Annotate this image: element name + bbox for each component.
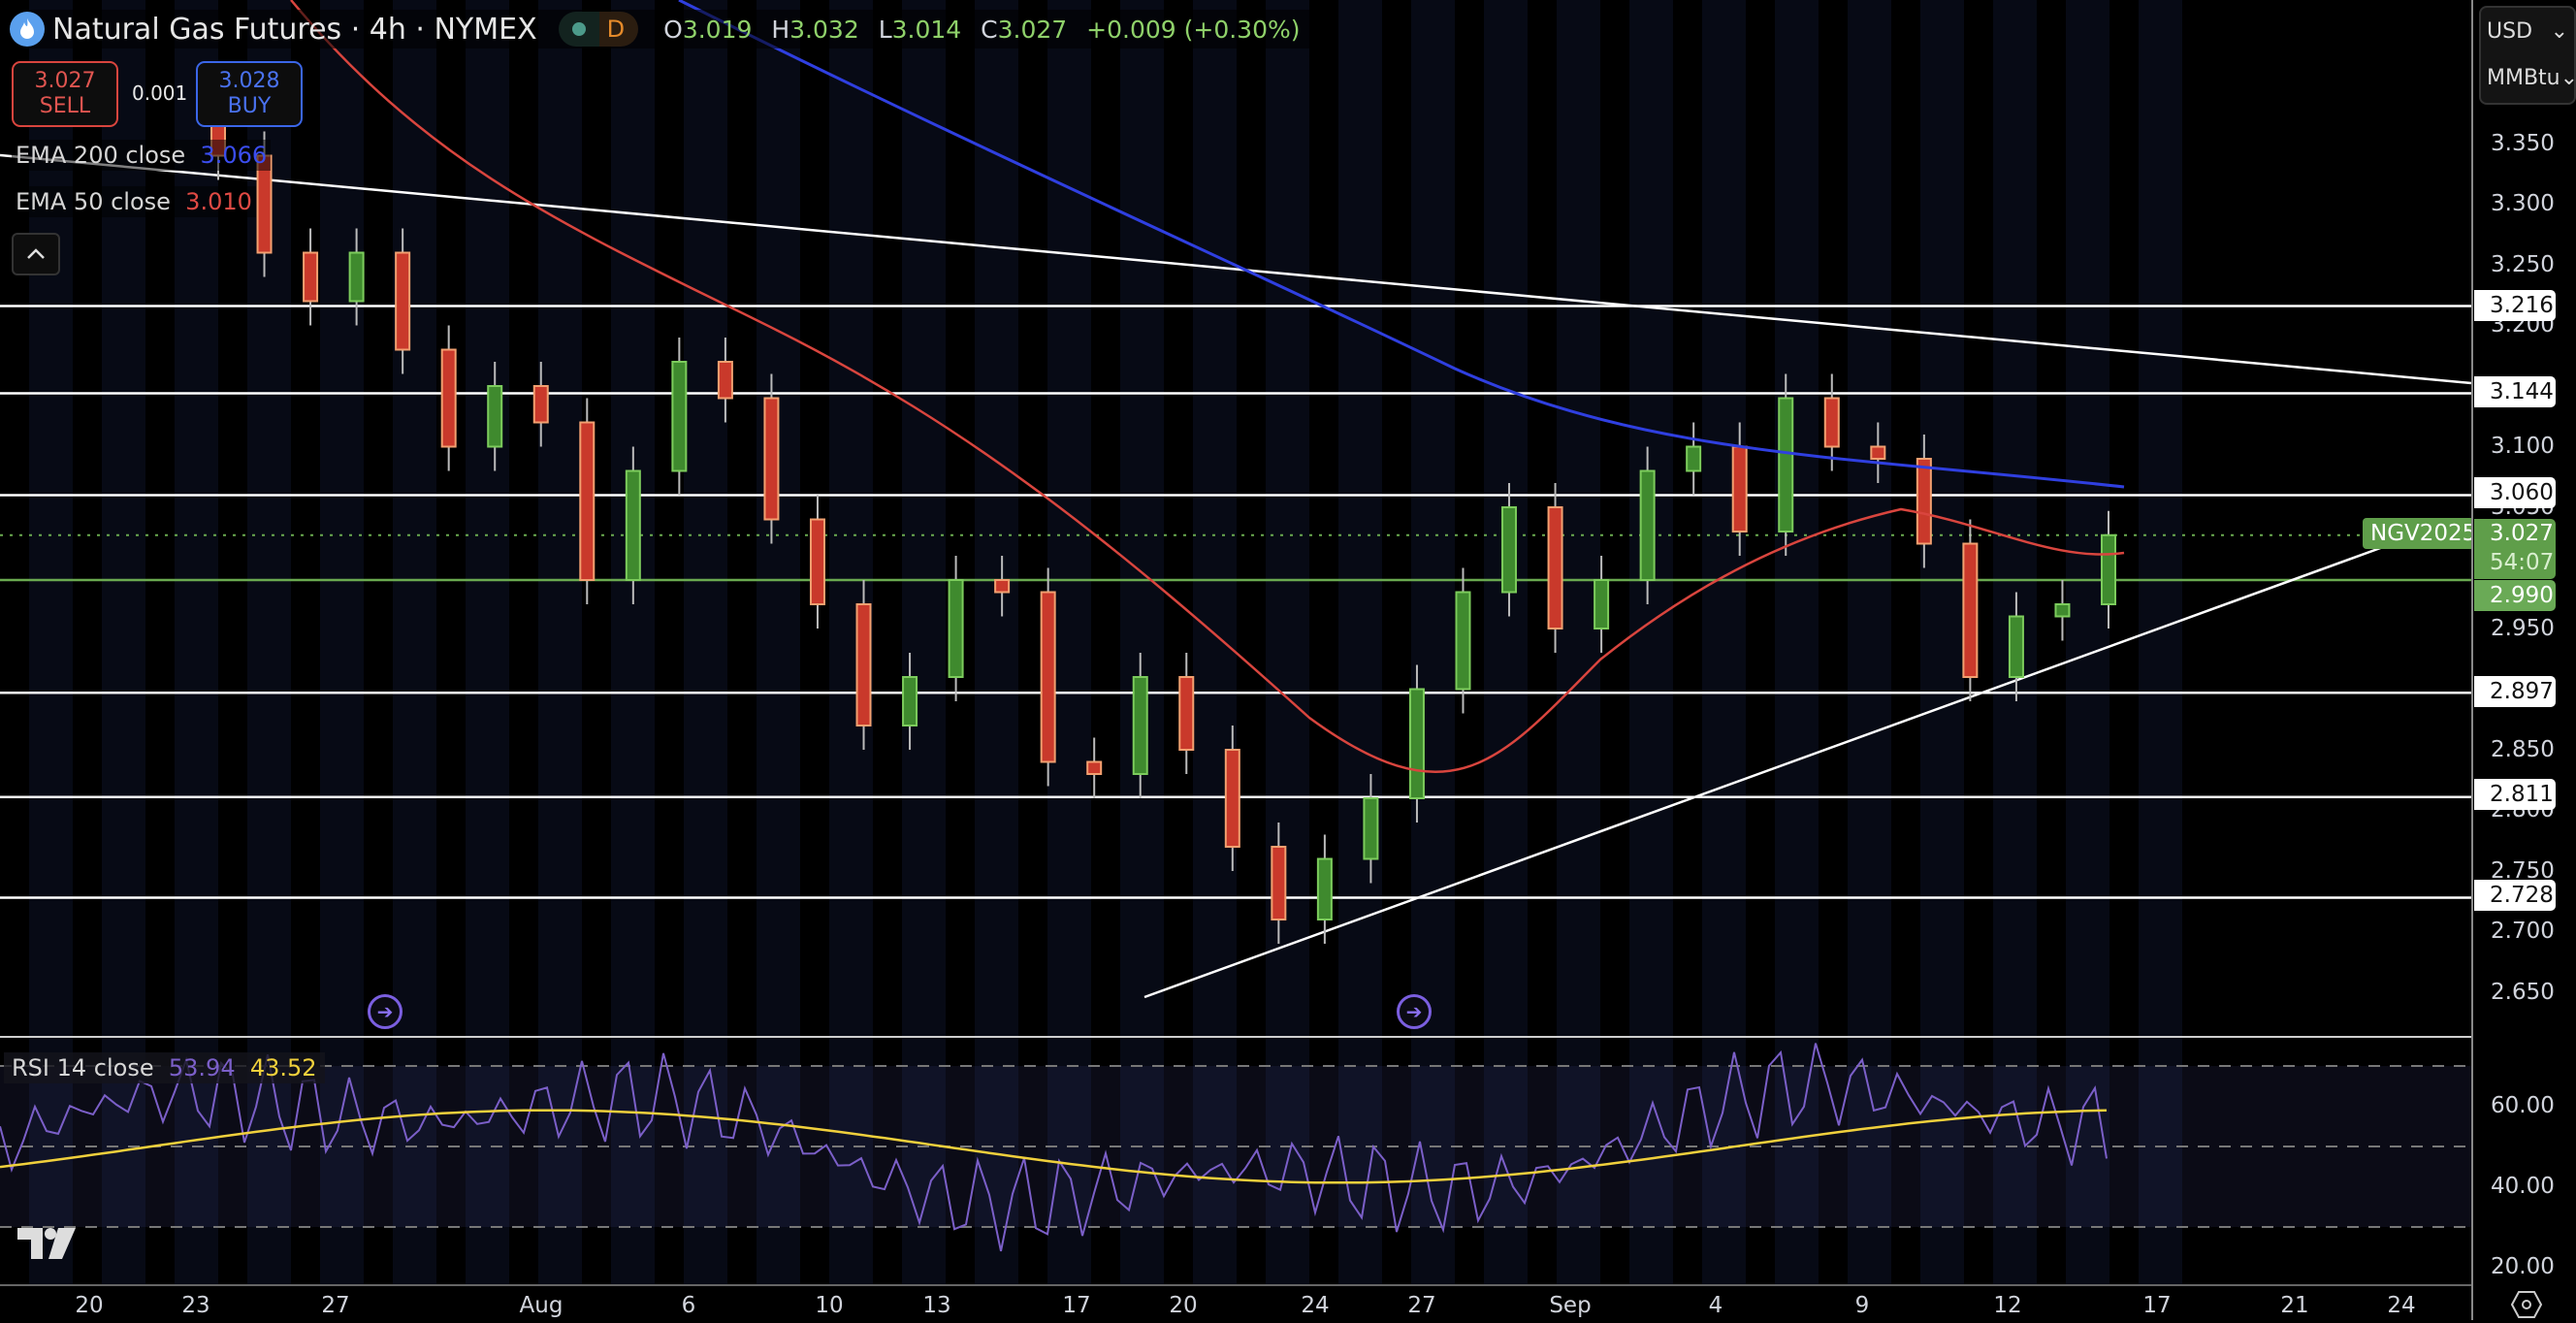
time-tick: 24 [1301, 1293, 1330, 1318]
ema200-legend[interactable]: EMA 200 close 3.066 [12, 140, 272, 171]
price-tick: 3.250 [2491, 252, 2555, 277]
support-tag: 2.990 [2474, 580, 2556, 611]
price-tick: 2.700 [2491, 919, 2555, 944]
rsi-band [0, 1065, 2471, 1228]
tradingview-logo[interactable] [16, 1224, 78, 1265]
unit-dropdown[interactable]: MMBtu ⌄ [2481, 54, 2576, 101]
time-tick: Aug [519, 1293, 564, 1318]
level-tag: 3.216 [2474, 290, 2556, 321]
rsi-tick: 60.00 [2491, 1093, 2555, 1118]
chevron-down-icon: ⌄ [2560, 65, 2576, 90]
time-tick: 27 [321, 1293, 350, 1318]
price-tick: 2.950 [2491, 616, 2555, 641]
time-tick: Sep [1549, 1293, 1592, 1318]
price-tick: 2.750 [2491, 858, 2555, 884]
candles [210, 82, 2116, 944]
time-tick: 20 [75, 1293, 104, 1318]
chevron-down-icon: ⌄ [2550, 18, 2568, 44]
market-status-badge[interactable]: D [558, 12, 639, 47]
price-tick: 3.100 [2491, 434, 2555, 459]
symbol-legend: Natural Gas Futures · 4h · NYMEX D O3.01… [10, 10, 1324, 48]
time-tick: 23 [181, 1293, 210, 1318]
time-tick: 13 [922, 1293, 951, 1318]
buy-button[interactable]: 3.028 BUY [196, 61, 303, 127]
time-tick: 6 [681, 1293, 696, 1318]
price-tick: 3.300 [2491, 191, 2555, 216]
price-tick: 3.350 [2491, 131, 2555, 156]
unit-selector[interactable]: USD ⌄ MMBtu ⌄ [2479, 6, 2576, 105]
time-tick: 27 [1407, 1293, 1436, 1318]
flame-icon [10, 12, 45, 47]
time-tick: 20 [1169, 1293, 1198, 1318]
sell-button[interactable]: 3.027 SELL [12, 61, 118, 127]
level-tag: 2.728 [2474, 880, 2556, 911]
ema50-legend[interactable]: EMA 50 close 3.010 [12, 186, 256, 217]
price-tick: 2.850 [2491, 737, 2555, 762]
time-tick: 9 [1854, 1293, 1870, 1318]
market-open-dot-icon [571, 22, 586, 36]
time-tick: 10 [815, 1293, 844, 1318]
change-value: +0.009 (+0.30%) [1086, 15, 1301, 44]
rsi-tick: 20.00 [2491, 1254, 2555, 1279]
event-marker-icon[interactable]: ➔ [368, 994, 402, 1029]
time-tick: 4 [1708, 1293, 1723, 1318]
level-tag: 3.144 [2474, 376, 2556, 407]
rsi-lines [0, 1043, 2108, 1252]
current-price-tag: 3.027 54:07 [2474, 519, 2556, 579]
level-tag: 2.897 [2474, 676, 2556, 707]
time-tick: 21 [2280, 1293, 2309, 1318]
ohlc-values: O3.019 H3.032 L3.014 C3.027 +0.009 (+0.3… [663, 15, 1301, 44]
level-tag: 2.811 [2474, 779, 2556, 810]
settings-gear-icon[interactable] [2510, 1290, 2543, 1323]
delay-badge: D [598, 12, 639, 47]
collapse-legend-button[interactable] [12, 233, 60, 275]
time-tick: 12 [1993, 1293, 2022, 1318]
level-tag: 3.060 [2474, 477, 2556, 508]
price-tick: 2.650 [2491, 980, 2555, 1005]
symbol-title[interactable]: Natural Gas Futures · 4h · NYMEX [52, 12, 537, 47]
price-axis[interactable]: USD⌄ MMBtu⌄ 3.3503.3003.2503.2003.1003.0… [2471, 0, 2576, 1320]
rsi-legend[interactable]: RSI 14 close 53.94 43.52 [4, 1052, 325, 1083]
spread-value: 0.001 [132, 81, 188, 105]
currency-dropdown[interactable]: USD ⌄ [2487, 18, 2568, 44]
time-tick: 17 [1062, 1293, 1091, 1318]
rsi-tick: 40.00 [2491, 1174, 2555, 1199]
ema-lines [290, 0, 2125, 773]
chevron-up-icon [27, 248, 45, 259]
bar-countdown: 54:07 [2490, 550, 2555, 575]
event-marker-icon[interactable]: ➔ [1397, 994, 1432, 1029]
time-tick: 24 [2387, 1293, 2416, 1318]
symbol-tag: NGV2025 [2363, 518, 2485, 549]
time-tick: 17 [2142, 1293, 2172, 1318]
